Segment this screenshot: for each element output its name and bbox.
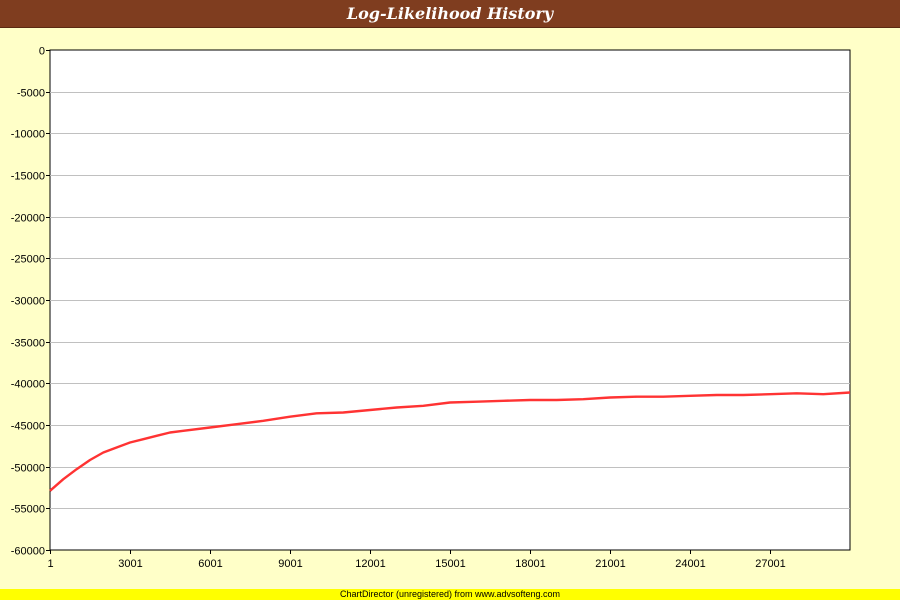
footer-text: ChartDirector (unregistered) from www.ad… — [339, 589, 561, 599]
y-tick-label: -60000 — [11, 546, 45, 558]
x-tick-label: 24001 — [675, 558, 706, 570]
y-tick-label: -15000 — [11, 171, 45, 183]
x-tick-label: 21001 — [595, 558, 626, 570]
title-bar: Log-Likelihood History — [0, 0, 900, 28]
y-tick-label: -5000 — [17, 88, 45, 100]
x-tick-label: 27001 — [755, 558, 786, 570]
grid-lines — [50, 92, 850, 509]
x-tick-label: 18001 — [515, 558, 546, 570]
y-tick-label: -30000 — [11, 296, 45, 308]
y-axis: 0 -5000 -10000 -15000 -20000 -25000 -30000 -350… — [11, 46, 50, 558]
chart-title: Log-Likelihood History — [346, 4, 554, 23]
y-tick-label: -40000 — [11, 379, 45, 391]
y-tick-label: -50000 — [11, 463, 45, 475]
x-axis: 1 3001 6001 9001 12001 15001 18001 21001 24001 27… — [47, 550, 786, 570]
y-tick-label: -35000 — [11, 338, 45, 350]
x-tick-label: 12001 — [355, 558, 386, 570]
y-tick-label: -55000 — [11, 504, 45, 516]
series-line — [49, 391, 851, 492]
y-tick-label: -10000 — [11, 129, 45, 141]
series-layer — [49, 391, 851, 492]
x-tick-label: 6001 — [198, 558, 222, 570]
footer-bar: ChartDirector (unregistered) from www.ad… — [0, 589, 900, 600]
y-tick-label: 0 — [39, 46, 45, 58]
x-tick-label: 9001 — [278, 558, 302, 570]
y-tick-label: -45000 — [11, 421, 45, 433]
x-tick-label: 15001 — [435, 558, 466, 570]
y-tick-label: -20000 — [11, 213, 45, 225]
x-tick-label: 3001 — [118, 558, 142, 570]
x-tick-label: 1 — [47, 558, 53, 570]
y-tick-label: -25000 — [11, 254, 45, 266]
